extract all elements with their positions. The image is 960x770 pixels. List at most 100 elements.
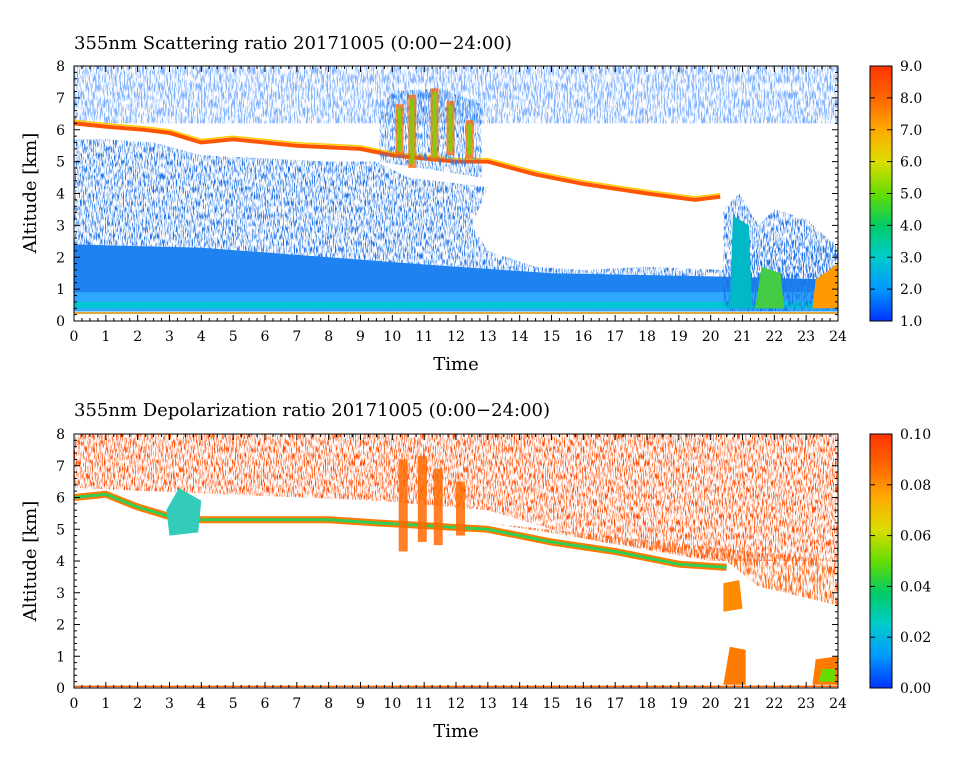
y-tick-label: 2 bbox=[56, 618, 65, 634]
y-tick-label: 6 bbox=[56, 491, 65, 507]
high-noise-region bbox=[487, 522, 838, 606]
x-tick-label: 18 bbox=[638, 329, 656, 345]
colorbar-tick-label: 0.10 bbox=[900, 427, 931, 443]
x-tick-label: 17 bbox=[606, 329, 624, 345]
x-tick-label: 4 bbox=[197, 329, 206, 345]
x-tick-label: 11 bbox=[415, 329, 433, 345]
colorbar-tick-label: 8.0 bbox=[900, 91, 922, 107]
x-tick-label: 20 bbox=[702, 696, 720, 712]
chart-title: 355nm Depolarization ratio 20171005 (0:0… bbox=[74, 400, 550, 421]
x-tick-label: 1 bbox=[101, 696, 110, 712]
convective-streak bbox=[398, 459, 408, 552]
x-tick-label: 2 bbox=[133, 329, 142, 345]
colorbar-tick-label: 0.06 bbox=[900, 529, 931, 545]
convective-core bbox=[448, 105, 453, 152]
x-tick-label: 13 bbox=[479, 329, 497, 345]
x-tick-label: 2 bbox=[133, 696, 142, 712]
y-tick-label: 8 bbox=[56, 427, 65, 443]
y-axis-label: Altitude [km] bbox=[20, 133, 41, 255]
x-tick-label: 14 bbox=[511, 696, 529, 712]
convective-core bbox=[432, 92, 437, 158]
x-tick-label: 19 bbox=[670, 329, 688, 345]
axes: 0 1 2 3 4 5 6 7 8 9 10 11 12 13 14 15 16 17 18 19 20 21 22 23 24… bbox=[56, 427, 847, 712]
y-tick-label: 1 bbox=[56, 649, 65, 665]
colorbar-tick-label: 3.0 bbox=[900, 250, 922, 266]
x-tick-label: 16 bbox=[574, 696, 592, 712]
cloud-layer-inner bbox=[73, 119, 721, 198]
convective-streak bbox=[456, 481, 465, 536]
cloud-layer-edge bbox=[73, 121, 721, 202]
colorbar-tick-label: 7.0 bbox=[900, 123, 922, 139]
colorbar-tick-label: 0.02 bbox=[900, 630, 931, 646]
colorbar-tick-label: 5.0 bbox=[900, 187, 922, 203]
depolarization-ratio-chart: 355nm Depolarization ratio 20171005 (0:0… bbox=[20, 400, 931, 742]
colorbar-tick-label: 2.0 bbox=[900, 282, 922, 298]
x-tick-label: 16 bbox=[574, 329, 592, 345]
x-tick-label: 23 bbox=[797, 696, 815, 712]
colorbar-gradient bbox=[869, 433, 893, 689]
x-tick-label: 4 bbox=[197, 696, 206, 712]
convective-core bbox=[467, 124, 472, 155]
convective-core bbox=[410, 98, 415, 164]
x-tick-label: 22 bbox=[765, 696, 783, 712]
y-tick-label: 8 bbox=[56, 59, 65, 75]
colorbar-tick-label: 1.0 bbox=[900, 314, 922, 330]
y-tick-label: 7 bbox=[56, 91, 65, 107]
y-tick-label: 5 bbox=[56, 522, 65, 538]
x-tick-label: 24 bbox=[829, 696, 847, 712]
y-tick-label: 7 bbox=[56, 459, 65, 475]
x-tick-label: 18 bbox=[638, 696, 656, 712]
x-tick-label: 13 bbox=[479, 696, 497, 712]
x-tick-label: 21 bbox=[734, 329, 752, 345]
y-tick-label: 2 bbox=[56, 250, 65, 266]
low-cloud-core bbox=[812, 263, 838, 309]
plot-area bbox=[73, 434, 838, 688]
cloud-blob bbox=[166, 488, 202, 536]
x-tick-label: 3 bbox=[165, 329, 174, 345]
boundary-layer-peak bbox=[74, 301, 838, 309]
colorbar-tick-label: 6.0 bbox=[900, 155, 922, 171]
low-cloud bbox=[723, 580, 743, 612]
x-tick-label: 5 bbox=[229, 329, 238, 345]
y-tick-label: 5 bbox=[56, 155, 65, 171]
x-tick-label: 7 bbox=[292, 696, 301, 712]
y-tick-label: 3 bbox=[56, 218, 65, 234]
x-tick-label: 1 bbox=[101, 329, 110, 345]
x-tick-label: 22 bbox=[765, 329, 783, 345]
x-tick-label: 10 bbox=[383, 329, 401, 345]
x-tick-label: 6 bbox=[261, 329, 270, 345]
x-tick-label: 9 bbox=[356, 329, 365, 345]
x-axis-label: Time bbox=[433, 721, 478, 742]
x-tick-label: 7 bbox=[292, 329, 301, 345]
y-tick-label: 3 bbox=[56, 586, 65, 602]
x-tick-label: 24 bbox=[829, 329, 847, 345]
low-cloud-core bbox=[818, 669, 835, 682]
y-tick-label: 1 bbox=[56, 282, 65, 298]
convective-streak bbox=[417, 456, 427, 542]
x-tick-label: 19 bbox=[670, 696, 688, 712]
colorbar: 0.00 0.02 0.04 0.06 0.08 0.10 bbox=[869, 427, 931, 697]
x-tick-label: 23 bbox=[797, 329, 815, 345]
x-tick-label: 6 bbox=[261, 696, 270, 712]
y-tick-label: 6 bbox=[56, 123, 65, 139]
convective-core bbox=[397, 108, 402, 152]
colorbar-tick-label: 0.00 bbox=[900, 681, 931, 697]
x-tick-label: 14 bbox=[511, 329, 529, 345]
x-tick-label: 5 bbox=[229, 696, 238, 712]
x-tick-label: 11 bbox=[415, 696, 433, 712]
x-tick-label: 20 bbox=[702, 329, 720, 345]
convective-streak bbox=[433, 468, 443, 546]
x-tick-label: 21 bbox=[734, 696, 752, 712]
x-tick-label: 15 bbox=[543, 329, 561, 345]
colorbar-tick-label: 9.0 bbox=[900, 59, 922, 75]
low-cloud-core bbox=[729, 215, 753, 309]
x-tick-label: 0 bbox=[70, 329, 79, 345]
low-cloud bbox=[723, 193, 838, 312]
low-cloud bbox=[723, 646, 746, 685]
colorbar: 1.0 2.0 3.0 4.0 5.0 6.0 7.0 8.0 9.0 bbox=[869, 59, 922, 330]
y-axis-label: Altitude [km] bbox=[20, 501, 41, 623]
x-tick-label: 17 bbox=[606, 696, 624, 712]
x-tick-label: 9 bbox=[356, 696, 365, 712]
chart-title: 355nm Scattering ratio 20171005 (0:00−24… bbox=[74, 33, 512, 54]
